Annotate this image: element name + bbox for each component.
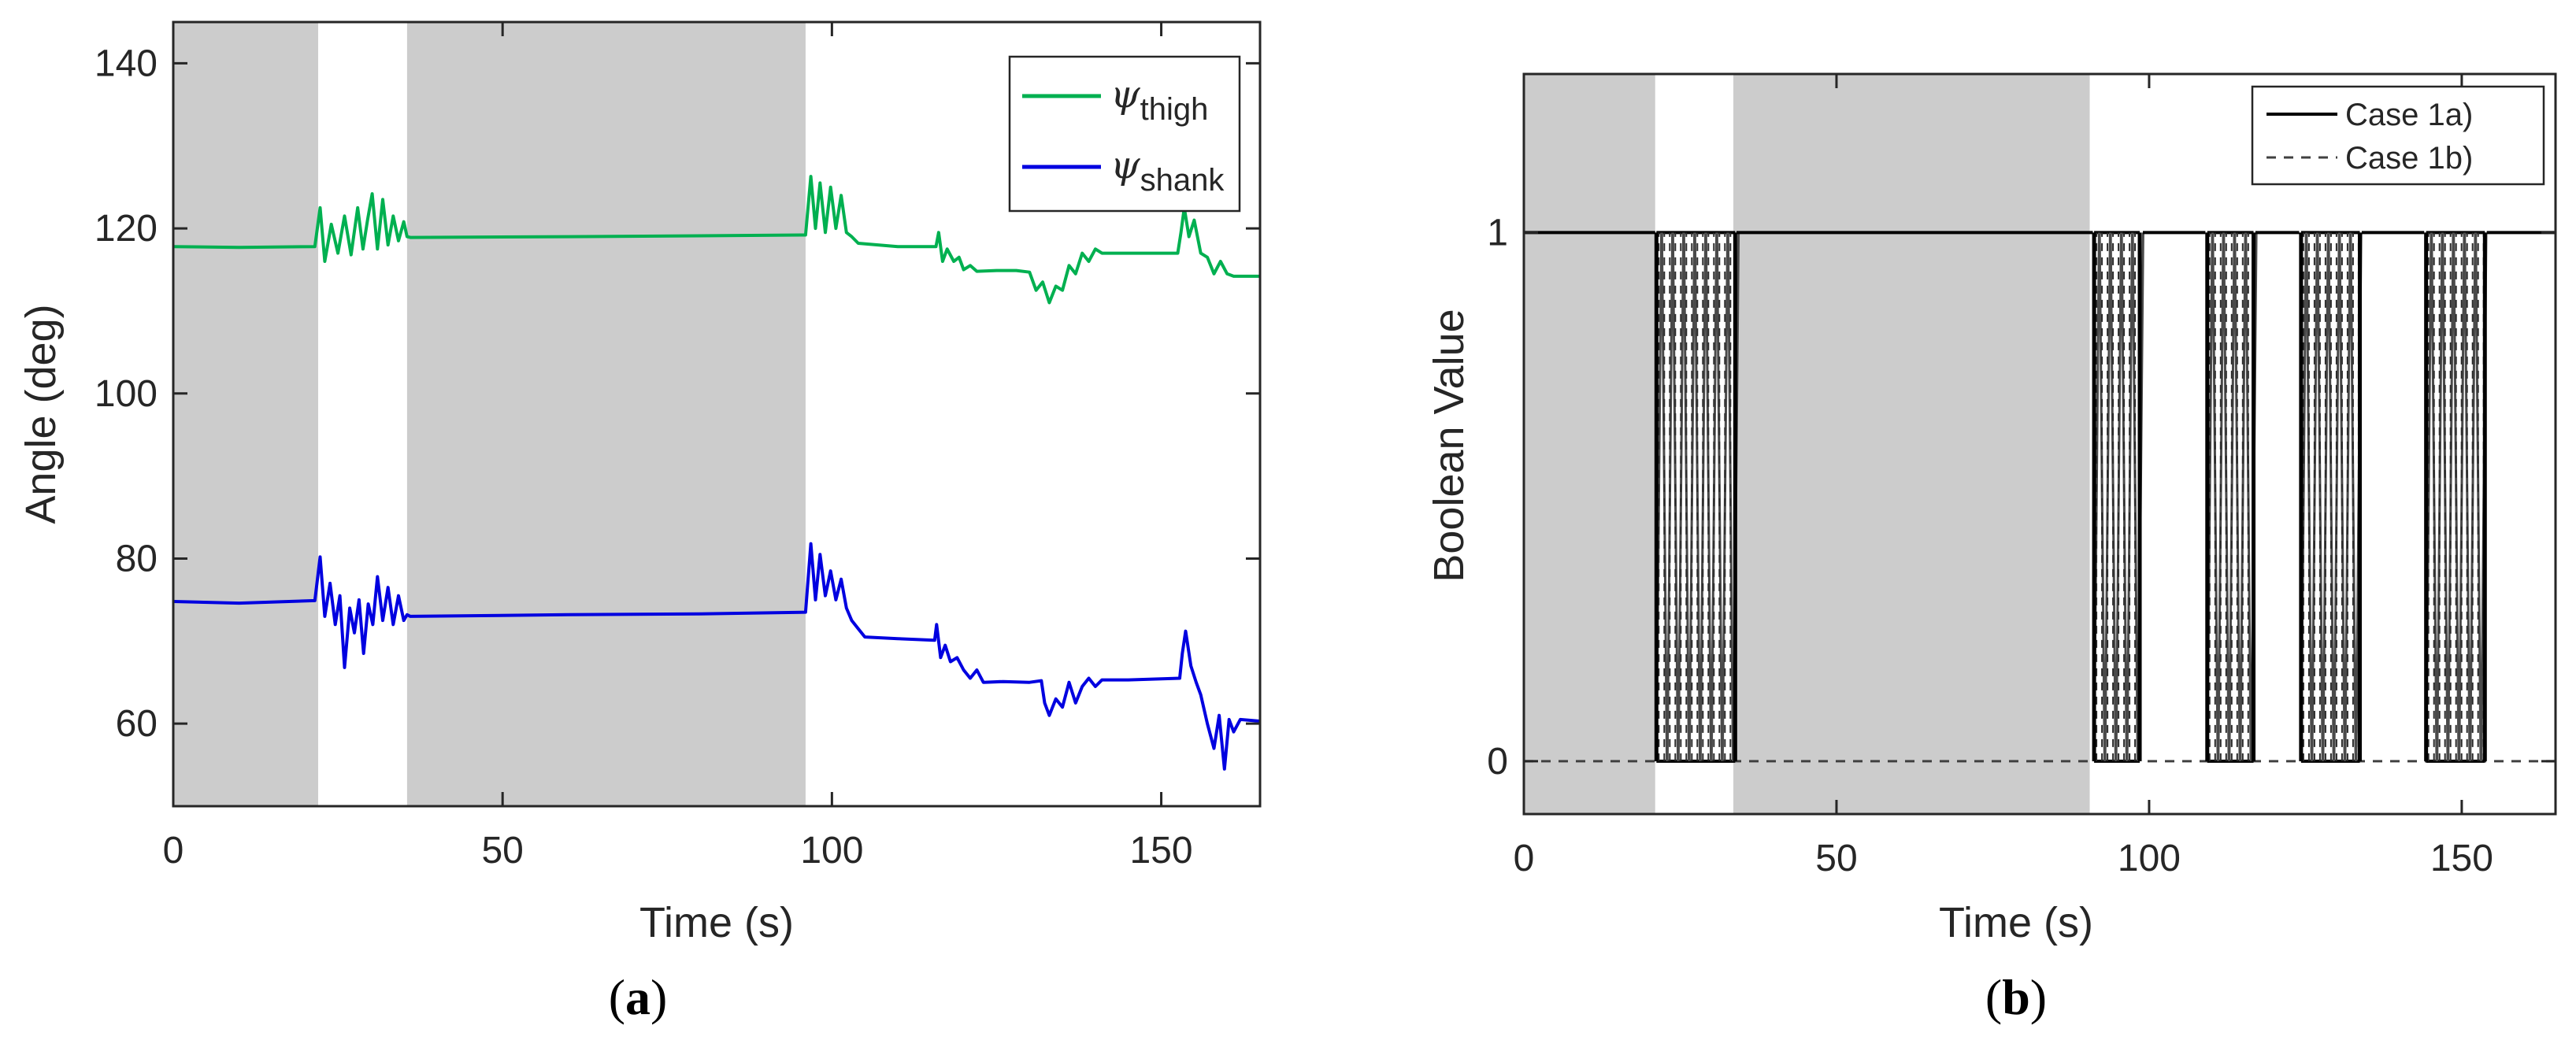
legend-label-case-1a: Case 1a) [2345,98,2473,132]
shaded-regions [173,22,806,806]
oscillation-segment [2205,231,2258,763]
series-line-shank [173,542,1260,771]
panel-label-letter: a [625,969,650,1025]
oscillation-segment [2424,231,2488,763]
y-tick-label: 60 [116,703,158,745]
y-tick-label: 0 [1487,741,1508,783]
y-axis-title: Boolean Value [1425,309,1473,582]
legend-subscript-thigh: thigh [1140,92,1209,127]
chart-b: 0 50 100 150 0 1 Time (s) Boolean Value Case … [1425,72,2557,1025]
oscillation-trace [2425,232,2488,761]
legend-subscript-shank: shank [1140,163,1225,198]
x-tick-label: 100 [2118,838,2181,879]
x-tick-label: 50 [1815,838,1857,879]
legend-entry-thigh: ψthigh [1110,72,1208,127]
x-axis-title: Time (s) [639,899,794,946]
oscillation-trace [1655,232,1740,761]
y-tick-label: 100 [95,373,158,415]
legend-entry-shank: ψshank [1110,143,1225,198]
x-tick-label: 50 [481,830,523,872]
chart-a: 0 50 100 150 60 80 100 120 140 Time (s) Angle (d… [17,20,1262,1025]
y-tick-label: 120 [95,208,158,250]
axis-ticks: 0 50 100 150 60 80 100 120 140 [95,22,1260,872]
panel-label-open: ( [1985,969,2002,1025]
x-tick-label: 0 [1514,838,1535,879]
y-axis-title: Angle (deg) [17,304,65,524]
y-tick-label: 140 [95,43,158,84]
series-group [1524,231,2556,763]
legend: ψthigh ψshank [1008,55,1241,213]
x-tick-label: 0 [163,830,184,872]
y-tick-label: 1 [1487,212,1508,254]
panel-label-open: ( [609,969,625,1025]
shaded-regions [1524,74,2090,814]
series-group [173,175,1260,771]
oscillation-trace [2092,232,2144,761]
shaded-region [1733,74,2090,814]
legend-symbol-psi: ψ [1110,143,1141,187]
legend-label-case-1b: Case 1b) [2345,141,2473,176]
axes-frame [172,20,1262,808]
oscillation-segment [2299,231,2363,763]
legend-box [2251,85,2545,186]
legend-box [1008,55,1241,213]
shaded-region [406,22,806,806]
x-tick-label: 100 [800,830,863,872]
x-tick-label: 150 [2430,838,2493,879]
x-axis-title: Time (s) [1939,899,2093,946]
axes-frame [1522,72,2557,816]
panel-label-close: ) [650,969,667,1025]
series-line-thigh [173,175,1260,305]
shaded-region [173,22,318,806]
axis-ticks: 0 50 100 150 0 1 [1487,74,2556,879]
oscillation-trace [2206,232,2258,761]
oscillation-segment [2092,231,2144,763]
panel-label-a: (a) [609,969,668,1025]
legend: Case 1a) Case 1b) [2251,85,2545,186]
shaded-region [1524,74,1655,814]
oscillation-trace [2300,232,2363,761]
panel-label-b: (b) [1985,969,2047,1025]
panel-label-letter: b [2002,969,2030,1025]
x-tick-label: 150 [1129,830,1192,872]
y-tick-label: 80 [116,538,158,579]
legend-symbol-psi: ψ [1110,72,1141,117]
panel-label-close: ) [2030,969,2047,1025]
oscillation-segment [1654,231,1740,763]
